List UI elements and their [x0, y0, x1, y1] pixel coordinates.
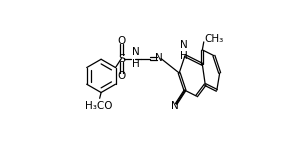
Text: N: N: [155, 53, 163, 63]
Text: CH₃: CH₃: [204, 34, 224, 44]
Text: O: O: [117, 36, 125, 46]
Text: H: H: [180, 51, 188, 61]
Text: N: N: [132, 47, 140, 57]
Text: N: N: [180, 40, 188, 50]
Text: N: N: [171, 101, 178, 111]
Text: H₃CO: H₃CO: [85, 101, 113, 111]
Text: O: O: [117, 71, 125, 81]
Text: S: S: [118, 54, 125, 64]
Text: H: H: [132, 59, 140, 69]
